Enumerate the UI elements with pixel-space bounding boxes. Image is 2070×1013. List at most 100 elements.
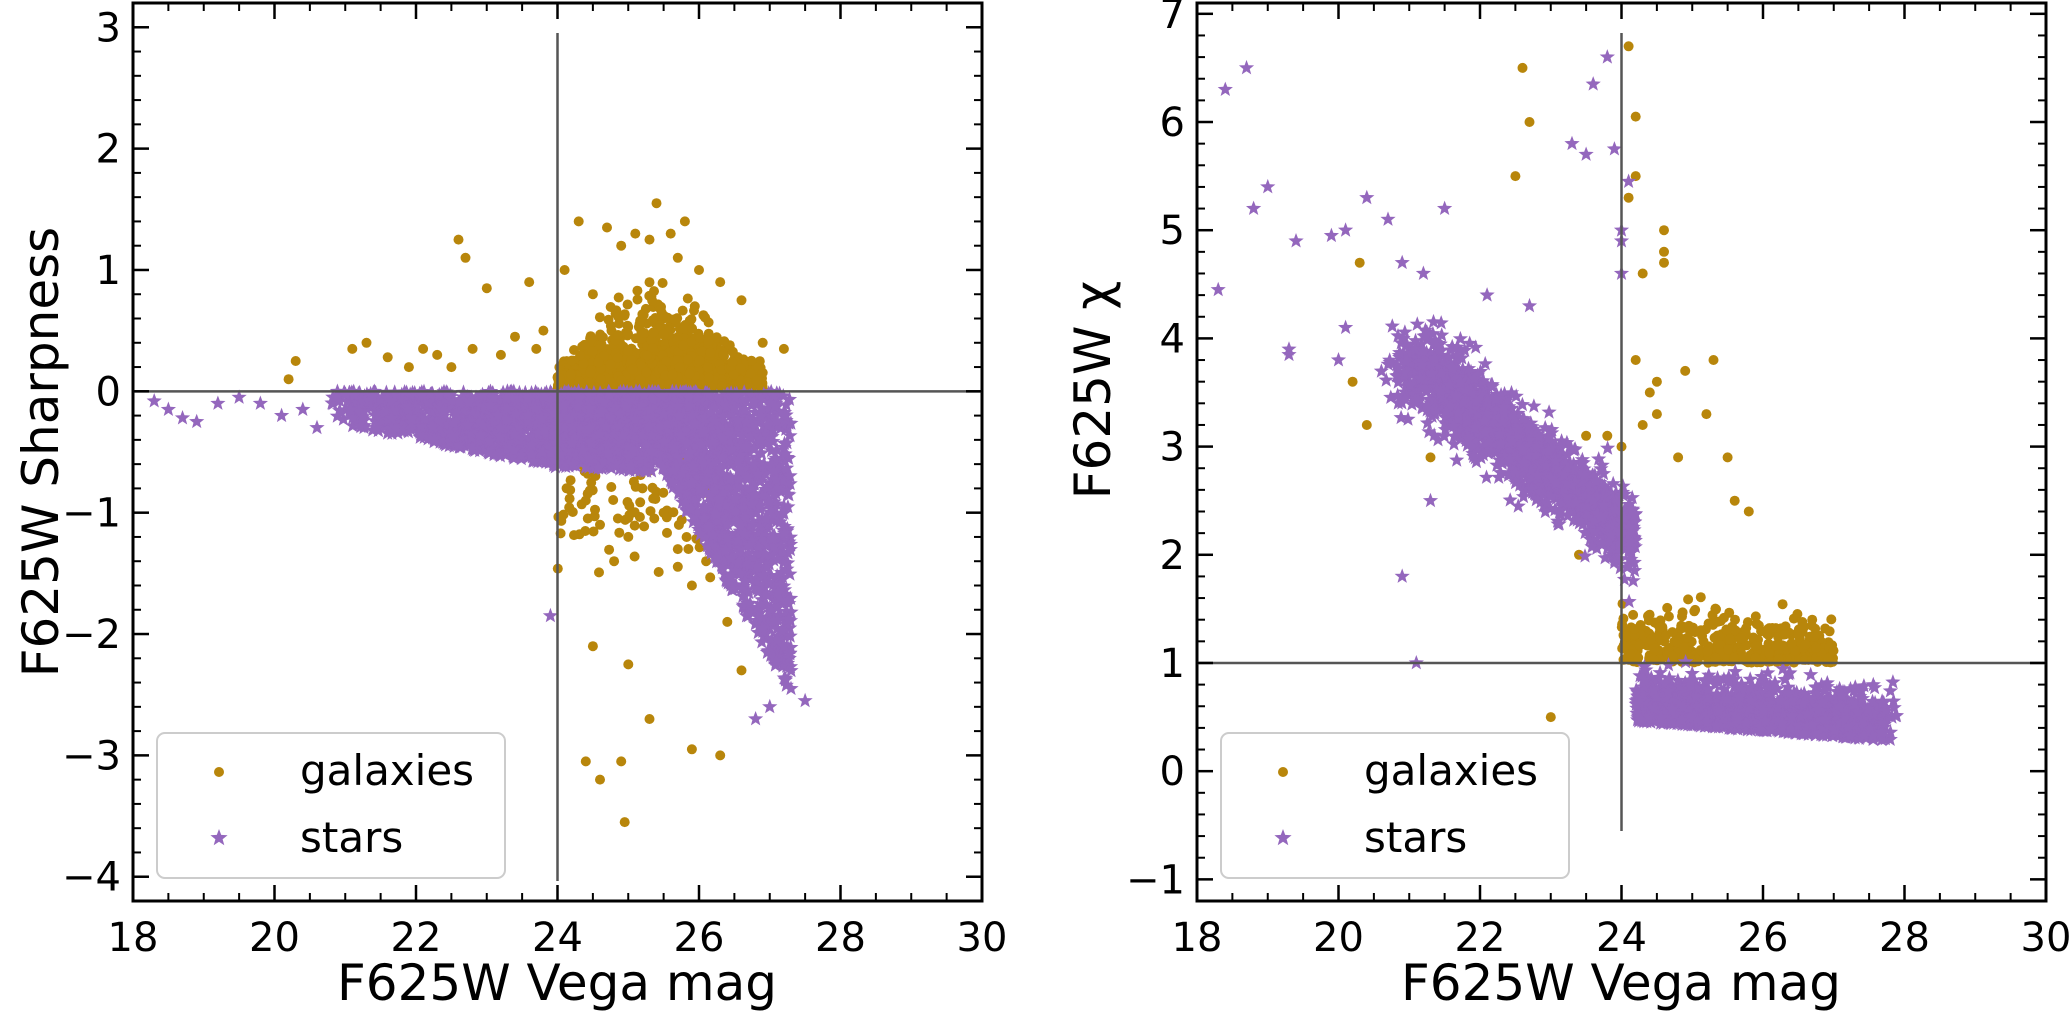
galaxy-point [585, 367, 596, 378]
galaxy-point [622, 299, 633, 310]
galaxy-point [587, 289, 598, 300]
galaxy-point [642, 350, 653, 361]
galaxy-point [616, 240, 627, 251]
galaxy-point [718, 349, 729, 360]
galaxy-point [687, 323, 698, 334]
galaxy-point [629, 520, 640, 531]
galaxy-point [606, 482, 617, 492]
galaxy-point [632, 294, 643, 305]
galaxy-point [524, 277, 535, 288]
galaxy-point [594, 567, 604, 578]
galaxy-point [559, 265, 570, 275]
galaxy-point [686, 744, 697, 755]
galaxy-point [653, 567, 664, 577]
galaxy-point [650, 494, 661, 504]
galaxy-point [700, 312, 711, 323]
galaxy-point [638, 309, 649, 320]
galaxy-point [672, 544, 683, 555]
galaxy-point [644, 234, 655, 245]
galaxy-point [667, 369, 678, 380]
galaxy-point [627, 364, 638, 375]
galaxy-point [694, 355, 705, 366]
galaxy-point [658, 329, 669, 340]
galaxy-point [665, 228, 676, 239]
galaxy-point [637, 483, 648, 494]
galaxy-point [736, 295, 747, 306]
galaxy-point [564, 493, 575, 504]
galaxy-point [705, 572, 716, 583]
galaxy-point [567, 507, 578, 517]
galaxy-point [694, 265, 704, 275]
galaxy-point [629, 551, 640, 562]
galaxy-point [573, 216, 584, 227]
galaxy-point [684, 368, 695, 379]
galaxy-point [595, 374, 606, 385]
galaxy-point [290, 356, 301, 366]
galaxy-point [614, 318, 624, 329]
galaxy-point [679, 216, 690, 227]
galaxy-point [672, 252, 683, 263]
galaxy-point [630, 228, 641, 239]
galaxy-point [574, 376, 585, 387]
galaxy-point [453, 234, 464, 245]
galaxy-point [575, 350, 586, 361]
galaxy-point [647, 295, 658, 306]
galaxy-point [595, 519, 605, 530]
galaxy-point [683, 544, 694, 554]
galaxy-point [624, 510, 635, 520]
galaxy-point [623, 328, 633, 339]
galaxy-point [727, 357, 738, 367]
galaxy-point [682, 354, 693, 365]
galaxy-point [735, 363, 746, 374]
galaxy-point [705, 347, 716, 358]
galaxy-point [681, 532, 692, 542]
galaxy-point [673, 519, 684, 530]
galaxy-point [624, 500, 635, 511]
galaxy-point [757, 337, 768, 348]
galaxy-point [531, 343, 542, 354]
galaxy-point [613, 330, 624, 340]
galaxy-point [778, 343, 789, 354]
galaxy-point [347, 343, 358, 354]
galaxy-point [565, 475, 576, 486]
galaxy-point [481, 283, 492, 294]
galaxy-point [703, 372, 714, 383]
galaxy-point [604, 544, 615, 555]
galaxy-point [674, 362, 685, 373]
galaxy-point [686, 580, 697, 591]
galaxy-point [382, 352, 393, 363]
galaxy-point [565, 485, 576, 495]
galaxy-point [645, 506, 656, 517]
galaxy-point [580, 756, 591, 767]
galaxy-point [623, 659, 634, 670]
galaxy-point [467, 343, 478, 354]
galaxy-point [587, 641, 598, 652]
galaxy-point [623, 531, 634, 542]
galaxy-point [590, 504, 600, 515]
galaxy-point [614, 527, 625, 538]
galaxy-point [703, 336, 714, 346]
galaxy-point [616, 756, 627, 767]
galaxy-point [283, 374, 294, 385]
galaxy-point [715, 277, 726, 288]
left-scatter-points [146, 198, 813, 828]
galaxy-point [580, 495, 591, 506]
galaxy-point [612, 352, 623, 363]
galaxy-point [641, 367, 652, 378]
galaxy-point [495, 349, 506, 360]
galaxy-point [361, 337, 372, 348]
galaxy-point [554, 373, 565, 384]
galaxy-point [569, 530, 579, 541]
galaxy-point [644, 714, 655, 724]
galaxy-point [655, 304, 666, 315]
galaxy-point [565, 369, 576, 380]
galaxy-point [715, 750, 726, 761]
galaxy-point [594, 312, 605, 323]
galaxy-point [632, 285, 643, 296]
galaxy-point [628, 476, 639, 487]
galaxy-point [648, 327, 659, 338]
galaxy-point [602, 222, 612, 233]
galaxy-point [587, 346, 598, 356]
